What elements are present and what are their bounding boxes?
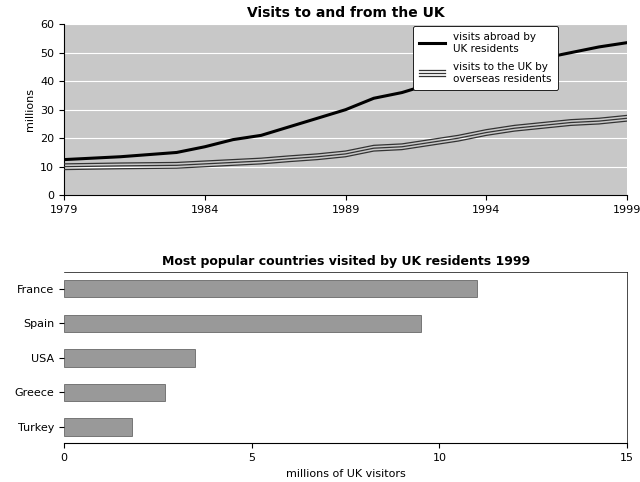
Bar <box>64 315 420 332</box>
Title: Most popular countries visited by UK residents 1999: Most popular countries visited by UK res… <box>161 255 530 268</box>
Bar <box>64 418 132 436</box>
X-axis label: millions of UK visitors: millions of UK visitors <box>285 469 406 479</box>
Bar <box>64 349 195 366</box>
Bar <box>64 280 477 297</box>
Title: Visits to and from the UK: Visits to and from the UK <box>247 6 444 20</box>
Legend: visits abroad by
UK residents, visits to the UK by
overseas residents: visits abroad by UK residents, visits to… <box>413 26 558 90</box>
Bar <box>64 384 165 401</box>
Y-axis label: millions: millions <box>24 88 35 131</box>
